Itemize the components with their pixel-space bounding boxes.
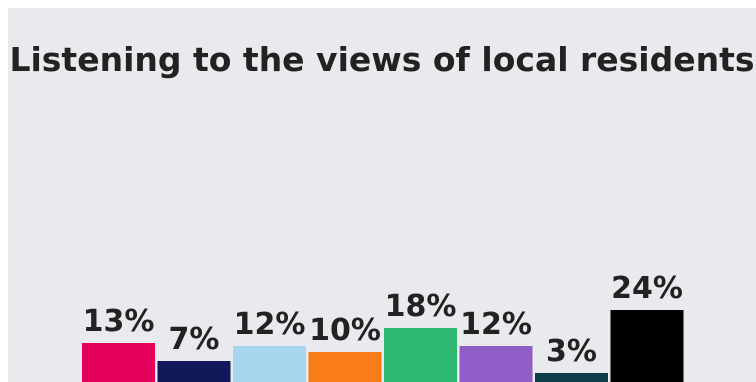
value-labels-group: 13%7% 12% 10%18%12%3%24% [83, 271, 683, 369]
value-label-1: 13% [83, 304, 155, 339]
value-label-7: 3% [546, 334, 597, 369]
chart-frame: Listening to the views of local resident… [8, 8, 756, 382]
value-label-3: 12% [234, 307, 306, 342]
bar-5 [384, 328, 457, 382]
value-label-2: 7% [169, 322, 220, 357]
bar-8 [610, 310, 684, 382]
bar-chart: 13%7% 12% 10%18%12%3%24% [82, 271, 684, 382]
bar-4 [308, 352, 382, 382]
bar-3 [233, 346, 306, 382]
chart-title: Listening to the views of local resident… [9, 40, 755, 79]
bar-7 [535, 373, 608, 382]
value-label-5: 18% [385, 289, 457, 324]
bar-1 [82, 343, 155, 382]
value-label-4: 10% [309, 313, 381, 348]
value-label-8: 24% [611, 271, 683, 306]
bars-group [82, 310, 684, 382]
bar-6 [459, 346, 533, 382]
value-label-6: 12% [460, 307, 532, 342]
bar-2 [157, 361, 231, 382]
